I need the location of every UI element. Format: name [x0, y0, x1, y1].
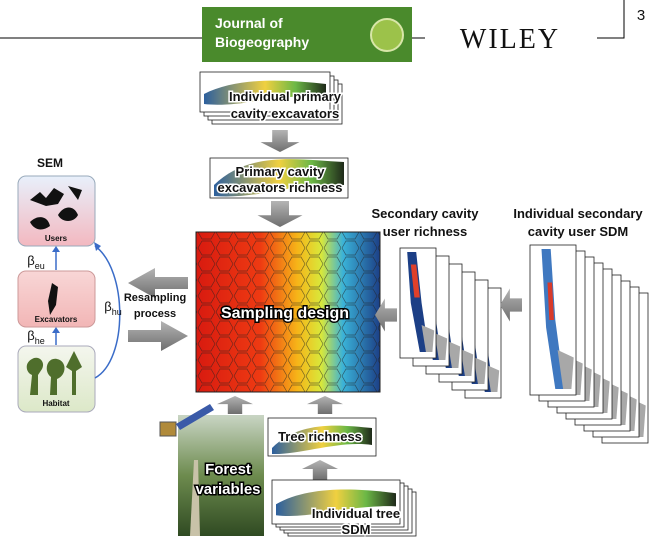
- flow-arrow: [307, 396, 343, 414]
- sem-arrowhead: [52, 246, 60, 252]
- journal-name: Biogeography: [215, 34, 309, 50]
- page: Figure page {"header":{"journal":["Journ…: [0, 0, 660, 538]
- excavators-label: Excavators: [35, 315, 78, 324]
- page-body: Journal of Biogeography WILEY 3 SEM User…: [0, 0, 660, 538]
- journal-name: Journal of: [215, 15, 283, 31]
- excavator-richness-label: excavators richness: [217, 180, 342, 195]
- excavator-richness-label: Primary cavity: [236, 164, 326, 179]
- journal-logo: [371, 19, 403, 51]
- secondary-richness-label: Secondary cavity: [372, 206, 480, 221]
- forest-variables-label: variables: [195, 481, 260, 498]
- habitat-label: Habitat: [42, 399, 69, 408]
- users-label: Users: [45, 234, 68, 243]
- beta-subscript: he: [35, 336, 45, 346]
- flow-arrow: [302, 460, 338, 480]
- forest-variables-label: Forest: [205, 461, 251, 478]
- tree-richness-label: Tree richness: [278, 429, 362, 444]
- individual-excavators-label: cavity excavators: [231, 106, 339, 121]
- page-number: 3: [637, 7, 645, 24]
- tree-sdm-label: Individual tree: [312, 506, 400, 521]
- sem-panel: SEM Users Excavators Habitat βeu βhe βhu: [18, 156, 122, 412]
- secondary-richness-label: user richness: [383, 224, 468, 239]
- satellite: [160, 422, 176, 436]
- publisher: WILEY: [460, 24, 560, 55]
- beta-he: βhe: [27, 328, 45, 346]
- beta-eu: βeu: [27, 253, 45, 271]
- beta-symbol: β: [27, 253, 34, 268]
- beta-symbol: β: [27, 328, 34, 343]
- flow-arrow: [258, 201, 303, 227]
- flow-arrow: [217, 396, 253, 414]
- beta-subscript: eu: [35, 261, 45, 271]
- beta-symbol: β: [104, 299, 111, 314]
- figure-page: Journal of Biogeography WILEY 3 SEM User…: [0, 0, 660, 538]
- resampling-label: Resampling: [124, 292, 186, 304]
- flow-arrow: [128, 321, 188, 351]
- sampling-design-label: Sampling design: [221, 305, 349, 322]
- secondary-sdm-label: cavity user SDM: [528, 224, 628, 239]
- resampling-label: process: [134, 308, 176, 320]
- header-rule: [597, 0, 624, 38]
- secondary-sdm-label: Individual secondary: [513, 206, 643, 221]
- sem-arrowhead: [52, 327, 60, 333]
- sem-title: SEM: [37, 156, 63, 170]
- individual-excavators-label: Individual primary: [229, 89, 342, 104]
- flow-arrow: [500, 289, 522, 322]
- beta-subscript: hu: [112, 307, 122, 317]
- flow-arrow: [261, 130, 300, 152]
- tree-sdm-label: SDM: [342, 522, 371, 537]
